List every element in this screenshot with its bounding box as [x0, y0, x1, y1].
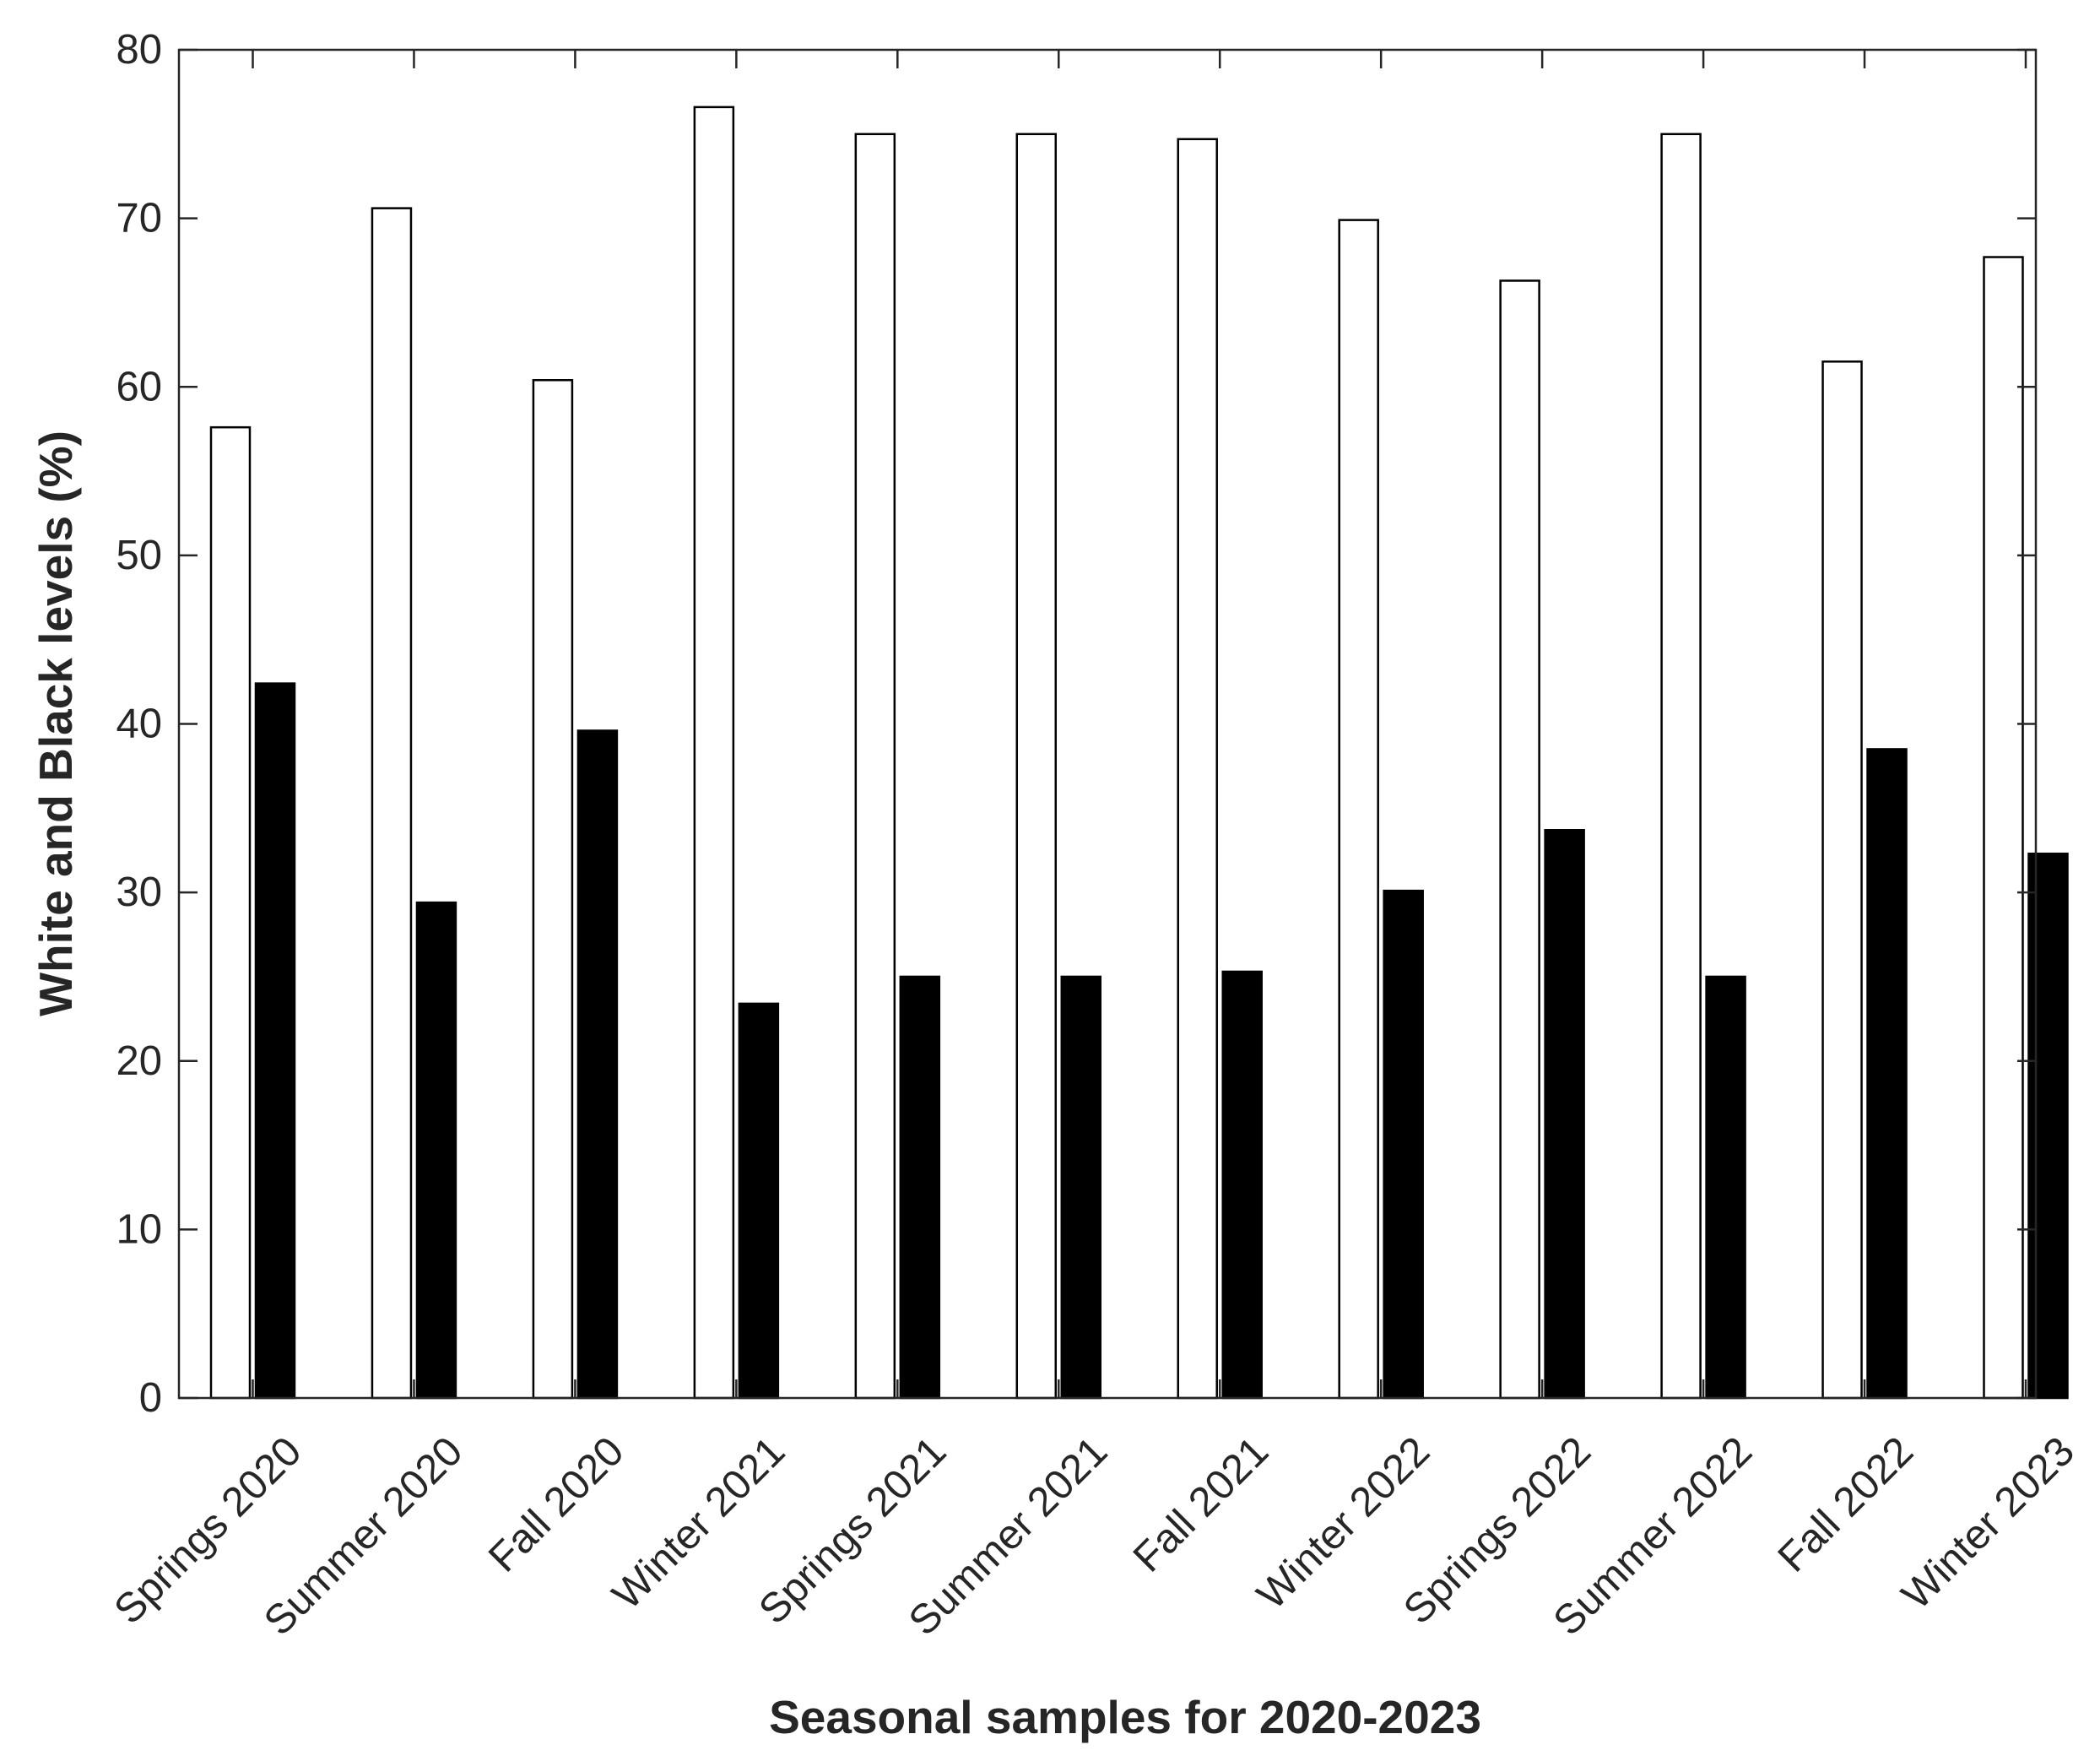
y-tick-label: 80: [116, 27, 162, 73]
y-tick-label: 70: [116, 196, 162, 241]
black-bar-10: [1705, 975, 1746, 1400]
white-bar-3: [532, 379, 574, 1400]
y-axis-title: White and Black levels (%): [30, 431, 82, 1016]
y-tick-label: 10: [116, 1206, 162, 1252]
white-bar-1: [209, 425, 252, 1400]
black-bar-6: [1060, 975, 1102, 1400]
black-bar-7: [1221, 970, 1263, 1400]
white-bar-7: [1177, 138, 1218, 1400]
black-bar-1: [254, 682, 296, 1400]
black-bar-2: [415, 901, 457, 1400]
white-bar-9: [1499, 279, 1540, 1400]
black-bar-12: [2027, 852, 2069, 1400]
plot-area-frame: [177, 48, 2038, 1400]
y-tick-label: 60: [116, 364, 162, 409]
black-bar-9: [1544, 829, 1585, 1400]
y-tick-label: 50: [116, 533, 162, 578]
black-bar-11: [1866, 748, 1908, 1400]
y-tick-label: 0: [139, 1375, 162, 1421]
y-tick-labels: 0 10 20 30 40 50 60 70 80: [116, 27, 162, 1421]
white-bar-4: [693, 106, 735, 1400]
white-bar-12: [1983, 256, 2024, 1400]
white-bar-2: [371, 207, 413, 1400]
white-bar-5: [854, 133, 896, 1400]
y-tick-label: 30: [116, 870, 162, 915]
x-axis-title: Seasonal samples for 2020-2023: [769, 1691, 1481, 1743]
y-tick-label: 20: [116, 1038, 162, 1084]
white-bar-6: [1015, 133, 1058, 1400]
y-tick-label: 40: [116, 702, 162, 747]
black-bar-5: [899, 975, 941, 1400]
white-bar-11: [1821, 360, 1863, 1400]
black-bar-3: [576, 729, 619, 1400]
white-bar-10: [1660, 133, 1702, 1400]
black-bar-8: [1383, 889, 1424, 1400]
white-bar-8: [1338, 219, 1379, 1400]
black-bar-4: [738, 1002, 780, 1400]
